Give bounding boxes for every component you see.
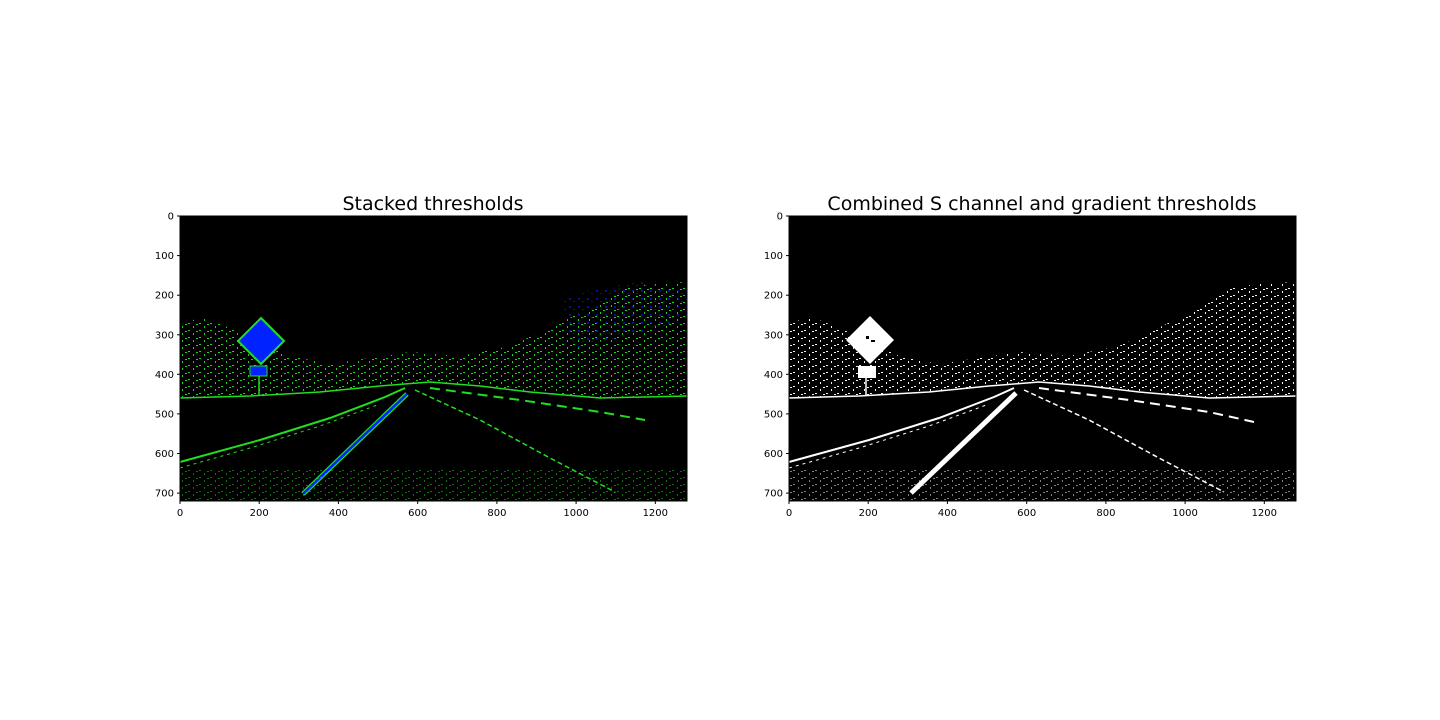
x-tick-label: 200: [250, 508, 269, 519]
y-tick-label: 600: [764, 449, 783, 460]
y-tick-label: 400: [764, 370, 783, 381]
y-axis-right: 0 100 200 300 400 500 600 700: [764, 212, 789, 500]
x-tick-label: 0: [177, 508, 183, 519]
y-tick-label: 500: [155, 409, 174, 420]
x-tick-label: 1000: [1172, 508, 1197, 519]
image-stacked-thresholds: [179, 215, 688, 502]
panel-title: Stacked thresholds: [342, 193, 523, 215]
y-tick-label: 0: [168, 212, 174, 223]
image-combined-binary: [788, 215, 1297, 502]
panel-left: Stacked thresholds: [155, 193, 688, 519]
y-tick-label: 100: [764, 251, 783, 262]
x-tick-label: 200: [859, 508, 878, 519]
x-tick-label: 400: [938, 508, 957, 519]
x-tick-label: 800: [487, 508, 506, 519]
panel-title: Combined S channel and gradient threshol…: [827, 193, 1256, 215]
y-tick-label: 400: [155, 370, 174, 381]
x-tick-label: 600: [408, 508, 427, 519]
y-tick-label: 300: [764, 330, 783, 341]
x-axis-right: 0 200 400 600 800 1000 1200: [786, 501, 1277, 519]
y-tick-label: 0: [777, 212, 783, 223]
x-tick-label: 1200: [643, 508, 668, 519]
x-tick-label: 800: [1096, 508, 1115, 519]
y-tick-label: 100: [155, 251, 174, 262]
x-tick-label: 600: [1017, 508, 1036, 519]
y-tick-label: 200: [155, 291, 174, 302]
y-axis-left: 0 100 200 300 400 500 600 700: [155, 212, 180, 500]
x-tick-label: 400: [329, 508, 348, 519]
panel-right: Combined S channel and gradient threshol…: [764, 193, 1297, 519]
y-tick-label: 700: [155, 489, 174, 500]
x-tick-label: 1200: [1252, 508, 1277, 519]
y-tick-label: 600: [155, 449, 174, 460]
y-tick-label: 700: [764, 489, 783, 500]
x-axis-left: 0 200 400 600 800 1000 1200: [177, 501, 668, 519]
y-tick-label: 500: [764, 409, 783, 420]
x-tick-label: 1000: [563, 508, 588, 519]
y-tick-label: 300: [155, 330, 174, 341]
x-tick-label: 0: [786, 508, 792, 519]
y-tick-label: 200: [764, 291, 783, 302]
